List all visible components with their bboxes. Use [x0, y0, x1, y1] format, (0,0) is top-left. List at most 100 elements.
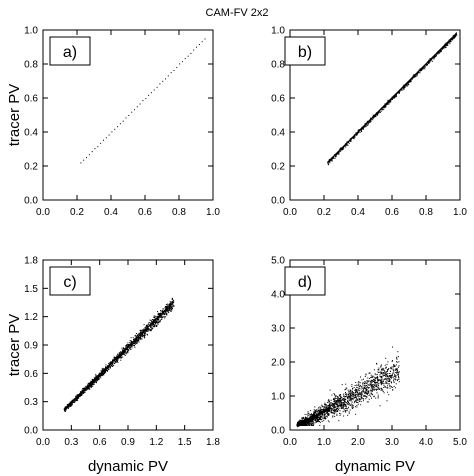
scatter-point — [122, 352, 124, 354]
scatter-point — [377, 380, 379, 382]
scatter-point — [96, 379, 98, 381]
scatter-point — [140, 335, 142, 337]
scatter-point — [429, 61, 431, 63]
scatter-point — [328, 405, 330, 407]
scatter-point — [449, 41, 451, 43]
scatter-point — [74, 399, 76, 401]
scatter-point — [164, 307, 166, 309]
scatter-point — [326, 412, 328, 414]
scatter-point — [137, 334, 139, 336]
scatter-point — [339, 398, 341, 400]
scatter-point — [328, 406, 330, 408]
scatter-point — [358, 393, 360, 395]
scatter-point — [162, 308, 164, 310]
scatter-point — [161, 315, 163, 317]
scatter-point — [347, 389, 349, 391]
y-tick-label: 1.0 — [271, 26, 285, 37]
scatter-point — [322, 409, 324, 411]
scatter-point — [342, 405, 344, 407]
scatter-point — [304, 417, 306, 419]
scatter-point — [95, 380, 97, 382]
scatter-point — [356, 134, 358, 136]
scatter-point — [303, 419, 305, 421]
scatter-point — [91, 382, 93, 384]
scatter-point — [71, 404, 73, 406]
scatter-point — [311, 414, 313, 416]
scatter-point — [168, 310, 170, 312]
scatter-point — [141, 336, 143, 338]
scatter-point — [348, 393, 350, 395]
scatter-point — [152, 323, 154, 325]
scatter-point — [339, 407, 341, 409]
scatter-point — [375, 386, 377, 388]
scatter-point — [382, 391, 384, 392]
scatter-point — [134, 341, 136, 342]
scatter-point — [157, 318, 159, 319]
scatter-point — [369, 393, 371, 395]
y-tick-label: 0.0 — [24, 426, 38, 437]
scatter-point — [127, 344, 129, 345]
scatter-point — [305, 423, 307, 425]
scatter-point — [373, 369, 375, 371]
scatter-point — [355, 397, 357, 399]
scatter-point — [113, 357, 115, 359]
scatter-point — [154, 321, 156, 323]
scatter-point — [94, 381, 96, 383]
scatter-point — [74, 401, 76, 403]
scatter-point — [451, 39, 453, 41]
scatter-point — [331, 159, 333, 161]
scatter-point — [433, 57, 435, 59]
scatter-point — [373, 384, 375, 386]
scatter-point — [340, 405, 342, 407]
scatter-point — [370, 376, 372, 378]
scatter-point — [301, 417, 303, 419]
scatter-point — [92, 385, 94, 387]
scatter-point — [325, 411, 327, 413]
scatter-point — [357, 403, 359, 405]
scatter-point — [311, 421, 313, 423]
scatter-point — [375, 397, 377, 399]
scatter-point — [410, 79, 412, 81]
scatter-point — [354, 391, 356, 393]
scatter-point — [389, 381, 390, 382]
scatter-point — [370, 379, 372, 381]
scatter-point — [163, 314, 165, 316]
scatter-point — [334, 395, 336, 397]
scatter-point — [385, 375, 387, 377]
scatter-point — [168, 309, 170, 311]
scatter-point — [354, 389, 356, 391]
scatter-point — [379, 371, 381, 373]
scatter-point — [201, 41, 203, 43]
scatter-point — [372, 379, 374, 381]
scatter-point — [86, 389, 88, 391]
scatter-point — [344, 404, 346, 406]
scatter-point — [337, 397, 339, 399]
scatter-point — [390, 367, 392, 369]
scatter-point — [337, 399, 339, 401]
scatter-point — [176, 67, 178, 68]
scatter-point — [167, 311, 169, 313]
scatter-point — [436, 53, 438, 55]
scatter-point — [396, 357, 398, 359]
scatter-point — [357, 399, 359, 401]
scatter-point — [64, 409, 66, 411]
scatter-point — [91, 384, 93, 386]
scatter-point — [356, 389, 358, 391]
scatter-point — [345, 398, 347, 400]
scatter-point — [319, 409, 321, 411]
scatter-point — [384, 386, 386, 388]
scatter-point — [328, 414, 329, 416]
scatter-point — [335, 154, 337, 156]
scatter-point — [308, 413, 310, 415]
scatter-point — [150, 326, 152, 328]
scatter-point — [313, 412, 314, 414]
scatter-point — [387, 100, 389, 102]
scatter-point — [330, 405, 332, 407]
scatter-point — [98, 378, 100, 380]
scatter-point — [363, 127, 365, 128]
scatter-point — [311, 421, 313, 423]
scatter-point — [157, 315, 159, 317]
scatter-point — [383, 106, 385, 108]
scatter-point — [122, 356, 124, 358]
scatter-point — [155, 320, 157, 322]
